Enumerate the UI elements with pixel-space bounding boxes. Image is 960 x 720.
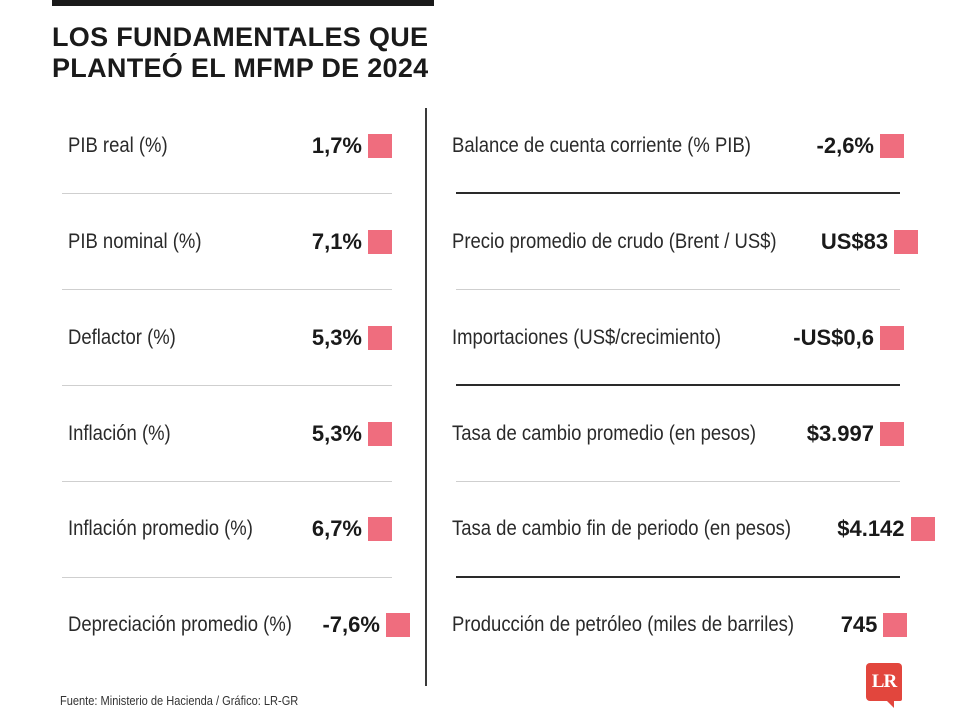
indicator-row-precio-crudo: Precio promedio de crudo (Brent / US$) U… (452, 222, 919, 262)
row-separator (456, 384, 900, 386)
indicator-value: -2,6% (816, 133, 874, 158)
value-marker (880, 326, 904, 350)
value-marker (910, 517, 935, 541)
indicator-label: PIB real (%) (68, 134, 168, 157)
value-marker (385, 613, 410, 637)
value-marker (368, 230, 392, 254)
indicator-row-inflacion: Inflación (%) 5,3% (68, 414, 392, 454)
indicator-value: 6,7% (311, 516, 362, 541)
indicator-label: Deflactor (%) (68, 326, 176, 349)
row-separator (62, 289, 392, 290)
top-rule (52, 0, 434, 6)
indicator-row-pib-real: PIB real (%) 1,7% (68, 126, 392, 166)
indicator-value: 745 (840, 612, 878, 637)
title-line-2: PLANTEÓ EL MFMP DE 2024 (52, 53, 429, 83)
column-divider (425, 108, 427, 686)
title-line-1: LOS FUNDAMENTALES QUE (52, 22, 429, 52)
indicator-value: $4.142 (837, 516, 905, 541)
row-separator (456, 576, 900, 578)
row-separator (62, 385, 392, 386)
indicator-label: Precio promedio de crudo (Brent / US$) (452, 230, 777, 253)
indicator-value: $3.997 (806, 421, 874, 446)
value-marker (368, 517, 392, 541)
row-separator (62, 577, 392, 578)
source-note: Fuente: Ministerio de Hacienda / Gráfico… (60, 693, 299, 708)
value-marker (368, 326, 392, 350)
indicator-row-produccion-petroleo: Producción de petróleo (miles de barrile… (452, 605, 908, 645)
indicator-label: Tasa de cambio promedio (en pesos) (452, 422, 757, 445)
indicator-label: Inflación promedio (%) (68, 517, 253, 540)
indicator-value: 1,7% (311, 133, 362, 158)
indicator-value: 7,1% (311, 229, 362, 254)
indicator-label: Tasa de cambio fin de periodo (en pesos) (452, 517, 792, 540)
indicator-row-inflacion-promedio: Inflación promedio (%) 6,7% (68, 509, 392, 549)
indicator-label: Inflación (%) (68, 422, 171, 445)
row-separator (456, 192, 900, 194)
indicator-row-tasa-cambio-fin-periodo: Tasa de cambio fin de periodo (en pesos)… (452, 509, 935, 549)
indicator-row-deflactor: Deflactor (%) 5,3% (68, 318, 392, 358)
value-marker (880, 422, 904, 446)
row-separator (62, 193, 392, 194)
value-marker (883, 613, 908, 637)
value-marker (368, 422, 392, 446)
row-separator (62, 481, 392, 482)
indicator-label: Balance de cuenta corriente (% PIB) (452, 134, 751, 157)
lr-logo: LR (866, 663, 902, 708)
page-title: LOS FUNDAMENTALES QUE PLANTEÓ EL MFMP DE… (52, 22, 429, 84)
indicator-row-importaciones: Importaciones (US$/crecimiento) -US$0,6 (452, 318, 904, 358)
indicator-label: Producción de petróleo (miles de barrile… (452, 613, 795, 636)
indicator-value: -7,6% (322, 612, 380, 637)
value-marker (880, 134, 904, 158)
indicator-value: 5,3% (311, 421, 362, 446)
indicator-value: US$83 (820, 229, 889, 254)
indicator-value: -US$0,6 (793, 325, 874, 350)
indicator-label: PIB nominal (%) (68, 230, 202, 253)
indicator-row-balance-cuenta-corriente: Balance de cuenta corriente (% PIB) -2,6… (452, 126, 904, 166)
value-marker (368, 134, 392, 158)
value-marker (894, 230, 919, 254)
indicator-label: Depreciación promedio (%) (68, 613, 292, 636)
indicator-row-depreciacion-promedio: Depreciación promedio (%) -7,6% (68, 605, 410, 645)
row-separator (456, 289, 900, 290)
indicator-row-pib-nominal: PIB nominal (%) 7,1% (68, 222, 392, 262)
indicator-value: 5,3% (311, 325, 362, 350)
indicator-label: Importaciones (US$/crecimiento) (452, 326, 722, 349)
row-separator (456, 481, 900, 482)
indicator-row-tasa-cambio-promedio: Tasa de cambio promedio (en pesos) $3.99… (452, 414, 904, 454)
